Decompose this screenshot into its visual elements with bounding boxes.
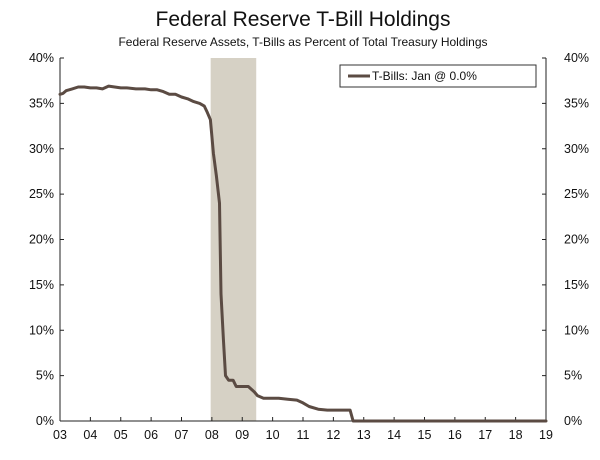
x-tick-label: 04 [83, 428, 97, 442]
chart-title: Federal Reserve T-Bill Holdings [156, 8, 451, 31]
series-line-t-bills [58, 84, 548, 423]
x-tick-label: 06 [144, 428, 158, 442]
x-tick-label: 09 [235, 428, 249, 442]
y-tick-label-left: 10% [29, 323, 54, 337]
x-tick-label: 15 [418, 428, 432, 442]
y-tick-label-right: 40% [564, 51, 589, 65]
x-tick-label: 14 [387, 428, 401, 442]
x-tick-label: 08 [205, 428, 219, 442]
legend-box [339, 64, 537, 88]
y-tick-label-right: 5% [564, 369, 582, 383]
chart-subtitle: Federal Reserve Assets, T-Bills as Perce… [118, 35, 487, 49]
recession-shading [210, 58, 257, 421]
y-tick-label-right: 20% [564, 233, 589, 247]
y-tick-label-left: 40% [29, 51, 54, 65]
x-tick-label: 03 [53, 428, 67, 442]
y-tick-label-right: 25% [564, 187, 589, 201]
x-tick-label: 10 [266, 428, 280, 442]
x-tick-label: 07 [175, 428, 189, 442]
legend-label: T-Bills: Jan @ 0.0% [372, 69, 477, 83]
x-tick-label: 19 [539, 428, 553, 442]
y-tick-label-right: 35% [564, 96, 589, 110]
y-tick-label-left: 30% [29, 142, 54, 156]
y-tick-label-left: 0% [36, 414, 54, 428]
x-tick-label: 13 [357, 428, 371, 442]
y-tick-label-right: 0% [564, 414, 582, 428]
y-tick-label-right: 10% [564, 323, 589, 337]
x-tick-label: 17 [478, 428, 492, 442]
x-tick-label: 18 [509, 428, 523, 442]
x-tick-label: 12 [326, 428, 340, 442]
x-tick-label: 11 [297, 428, 310, 442]
x-tick-label: 05 [114, 428, 128, 442]
y-tick-label-left: 20% [29, 233, 54, 247]
y-tick-label-right: 15% [564, 278, 589, 292]
y-tick-label-left: 35% [29, 96, 54, 110]
x-tick-label: 16 [448, 428, 462, 442]
y-tick-label-left: 15% [29, 278, 54, 292]
y-tick-label-right: 30% [564, 142, 589, 156]
y-tick-label-left: 5% [36, 369, 54, 383]
y-tick-label-left: 25% [29, 187, 54, 201]
